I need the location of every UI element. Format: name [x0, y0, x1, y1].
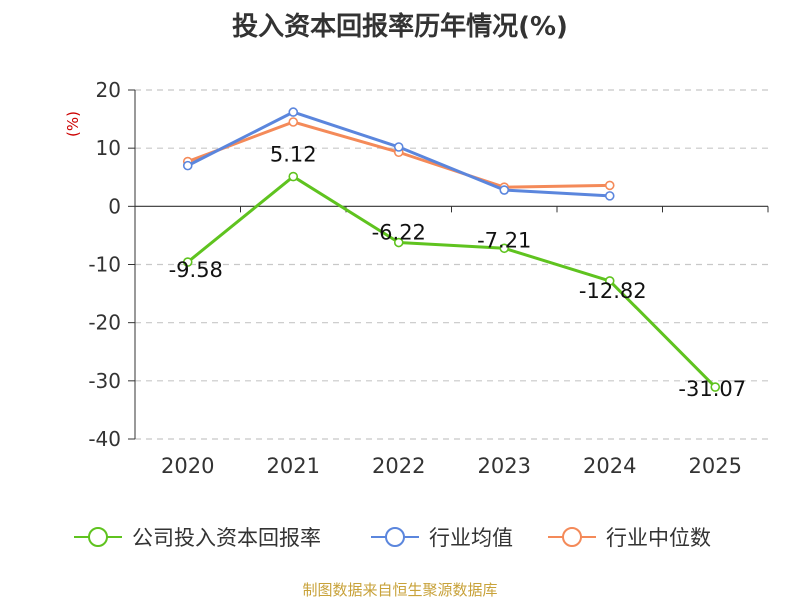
data-label: -7.21: [477, 228, 531, 252]
x-tick-label: 2021: [267, 454, 320, 478]
data-point-company: [604, 276, 615, 286]
data-point-company: [182, 257, 193, 267]
data-point-industry_avg: [288, 107, 299, 117]
y-tick-label: -20: [88, 311, 121, 335]
legend-industry-median-icon: [548, 527, 596, 547]
data-point-company: [499, 243, 510, 254]
data-point-company: [710, 382, 721, 392]
y-tick-label: 10: [96, 136, 121, 160]
legend-industry-avg-icon: [371, 527, 419, 547]
legend-item-industry-median[interactable]: 行业中位数: [546, 523, 711, 551]
data-label: -6.22: [372, 221, 426, 245]
data-point-company: [393, 237, 404, 248]
y-tick-label: 0: [108, 194, 121, 218]
source-note: 制图数据来自恒生聚源数据库: [302, 581, 498, 599]
data-label: -9.58: [169, 258, 223, 282]
series-line-company: [186, 175, 717, 389]
data-point-industry_avg: [393, 142, 404, 152]
y-tick-label: 20: [96, 78, 121, 102]
x-tick-label: 2024: [583, 454, 636, 478]
x-tick-label: 2020: [161, 454, 214, 478]
legend-company-label: 公司投入资本回报率: [132, 526, 321, 550]
data-point-industry_median: [288, 117, 299, 127]
legend-item-industry-avg[interactable]: 行业均值: [369, 523, 513, 551]
x-tick-label: 2025: [689, 454, 742, 478]
y-tick-label: -30: [88, 369, 121, 393]
data-label: 5.12: [270, 143, 317, 167]
data-point-industry_avg: [182, 160, 193, 171]
chart-title: 投入资本回报率历年情况(%): [232, 12, 568, 42]
x-tick-label: 2023: [478, 454, 531, 478]
legend-industry-median-label: 行业中位数: [606, 526, 711, 550]
y-tick-label: -40: [88, 427, 121, 451]
data-label: -12.82: [579, 279, 647, 303]
legend-item-company[interactable]: 公司投入资本回报率: [72, 523, 321, 551]
legend-industry-avg-label: 行业均值: [429, 526, 513, 550]
x-tick-label: 2022: [372, 454, 425, 478]
data-point-industry_avg: [499, 185, 510, 195]
y-axis-unit: (%): [64, 111, 82, 137]
data-point-industry_median: [604, 180, 615, 191]
legend-company-icon: [74, 527, 122, 547]
data-point-company: [288, 171, 299, 182]
data-point-industry_avg: [604, 191, 615, 201]
data-label: -31.07: [678, 377, 746, 401]
y-tick-label: -10: [88, 253, 121, 277]
